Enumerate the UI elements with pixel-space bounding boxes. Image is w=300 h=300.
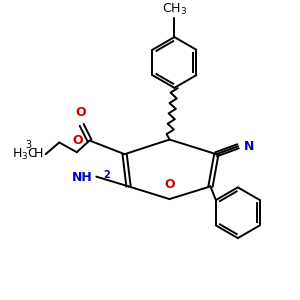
Text: N: N	[244, 140, 254, 153]
Text: O: O	[73, 134, 83, 147]
Text: 2: 2	[104, 169, 110, 180]
Text: 3: 3	[26, 140, 32, 150]
Text: H$_3$C: H$_3$C	[12, 147, 38, 162]
Text: H: H	[33, 147, 43, 160]
Text: NH: NH	[72, 171, 92, 184]
Text: CH$_3$: CH$_3$	[162, 2, 187, 17]
Text: O: O	[75, 106, 86, 119]
Text: O: O	[164, 178, 175, 191]
